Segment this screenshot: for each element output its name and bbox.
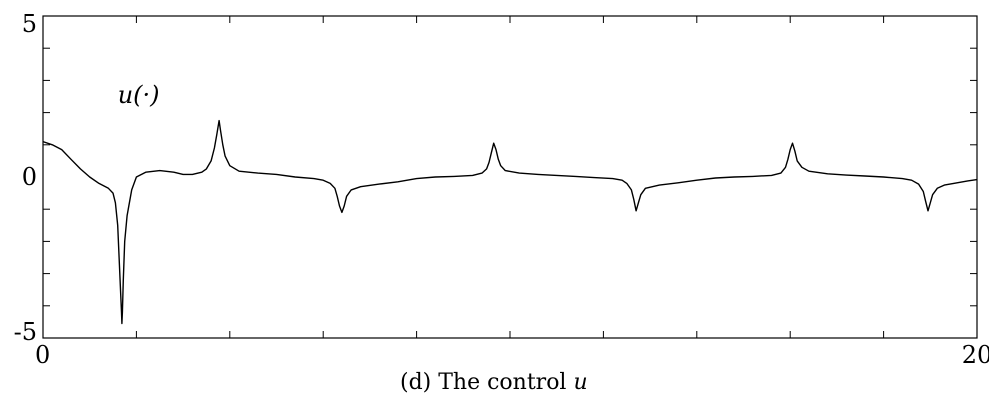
caption-variable: u	[573, 370, 587, 395]
caption-text: (d) The control	[400, 370, 573, 395]
series-line-u	[42, 119, 978, 325]
chart-caption: (d) The control u	[400, 370, 588, 395]
plot-frame	[42, 15, 978, 339]
x-tick-label: 20	[962, 341, 989, 369]
tick-labels: 50-50 20	[14, 10, 989, 369]
x-tick-label: 0	[35, 341, 50, 369]
y-tick-label: 0	[22, 163, 37, 191]
y-tick-label: -5	[14, 318, 37, 346]
tick-marks	[43, 16, 977, 338]
series-label: u(·)	[118, 81, 160, 109]
y-tick-label: 5	[22, 10, 37, 38]
